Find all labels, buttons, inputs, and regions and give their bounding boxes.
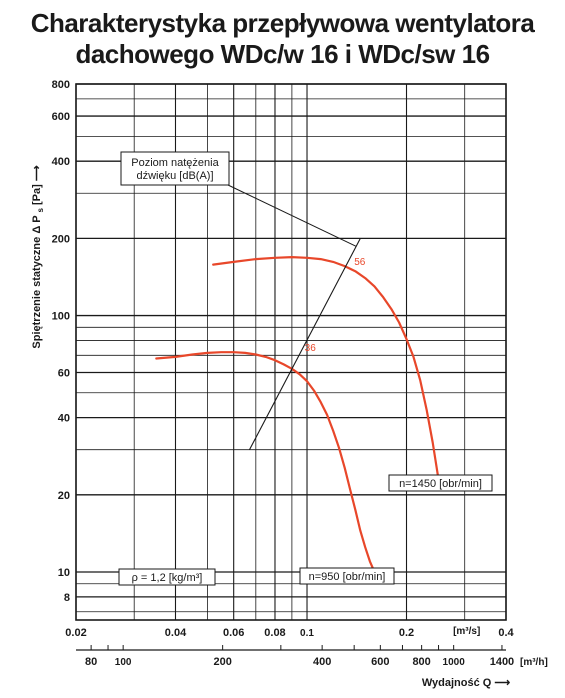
x-axis-title: Wydajność Q ⟶ [422,677,511,689]
y-tick-label: 60 [58,367,70,379]
noise-marker-56: 56 [354,257,366,268]
y-tick-label: 8 [64,592,70,604]
y-tick-label: 400 [52,156,70,168]
y-tick-label: 20 [58,490,70,502]
series-label-n950-box [299,567,395,585]
noise-label-line1: Poziom natężenia [131,157,219,169]
x-tick-label: 0.2 [399,627,414,639]
x2-tick-label: 80 [85,656,97,668]
chart-title-line1: Charakterystyka przepływowa wentylatora [30,8,535,38]
y-tick-label: 10 [58,567,70,579]
y-tick-label: 600 [52,111,70,123]
y-tick-label: 200 [52,233,70,245]
noise-label-line2: dźwięku [dB(A)] [136,170,213,182]
noise-label-leader [227,184,357,247]
series-label-n950: n=950 [obr/min] [309,571,386,583]
noise-level-line [249,238,361,450]
x-tick-label: 0.4 [498,627,514,639]
x2-tick-label: 1400 [490,656,514,668]
x-tick-label: 0.04 [165,627,187,639]
x-tick-label: 0.08 [264,627,285,639]
series-line-n1450 [212,256,440,481]
x2-tick-label: 800 [412,656,430,668]
y-axis-title: Spiętrzenie statyczne Δ P s [Pa] ⟶ [31,165,45,348]
series-label-n1450-box [388,474,493,492]
x2-tick-label: 600 [371,656,389,668]
density-label: ρ = 1,2 [kg/m³] [132,572,203,584]
noise-label-box [120,151,230,186]
x-tick-label: 0.02 [65,627,86,639]
x2-tick-label: 200 [213,656,231,668]
x-tick-label: 0.1 [300,628,314,639]
density-label-box [118,568,216,586]
chart-title: Charakterystyka przepływowa wentylatora … [0,8,565,70]
noise-marker-36: 36 [305,343,317,354]
x2-tick-label: 400 [313,656,331,668]
x2-tick-label: 100 [115,657,132,668]
y-tick-label: 40 [58,413,70,425]
x2-tick-label: 1000 [443,657,466,668]
x2-unit-label: [m³/h] [520,657,548,668]
chart-title-line2: dachowego WDc/w 16 i WDc/sw 16 [75,39,490,69]
x-tick-label: 0.06 [223,627,244,639]
series-line-n950 [155,351,376,574]
y-tick-label: 800 [52,79,70,91]
x-unit-label: [m³/s] [453,626,480,637]
series-label-n1450: n=1450 [obr/min] [399,478,482,490]
y-tick-label: 100 [52,311,70,323]
